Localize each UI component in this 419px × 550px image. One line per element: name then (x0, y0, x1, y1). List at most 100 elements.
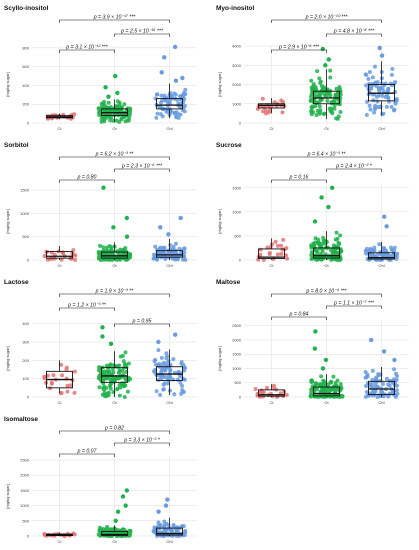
data-point (105, 391, 110, 396)
data-point (329, 109, 334, 114)
x-tick-label: Ct (58, 126, 63, 131)
data-point (386, 382, 391, 387)
data-point (338, 381, 343, 386)
y-tick-label: 1000 (232, 366, 242, 371)
data-point (309, 380, 314, 385)
outlier-point (173, 78, 179, 83)
data-point (158, 112, 163, 117)
y-axis-label: [mg/kg sugar] (217, 346, 222, 370)
data-point (122, 102, 127, 107)
significance-label: p = 1.2 × 10⁻³ ** (67, 302, 107, 308)
outlier-point (123, 503, 128, 508)
x-tick-label: Ohl (166, 263, 172, 268)
x-tick-label: Ot (112, 263, 117, 268)
data-point (386, 89, 390, 94)
significance-bracket (59, 307, 115, 311)
data-point (58, 391, 63, 396)
data-point (375, 99, 380, 104)
data-point (279, 243, 284, 248)
data-point (389, 105, 394, 110)
outlier-point (384, 224, 389, 229)
data-point (177, 246, 182, 251)
significance-bracket (59, 49, 115, 53)
significance-bracket (59, 430, 170, 434)
box-iqr (368, 380, 395, 395)
data-point (104, 527, 109, 532)
data-point (60, 250, 65, 255)
data-point (329, 387, 334, 392)
data-point (50, 256, 55, 261)
data-point (122, 361, 127, 366)
x-tick-label: Ct (270, 400, 275, 405)
significance-label: p = 2.5 × 10⁻¹⁶ *** (120, 28, 164, 34)
data-point (159, 251, 164, 256)
data-point (369, 381, 374, 386)
outlier-point (156, 509, 161, 514)
data-point (180, 389, 185, 394)
data-point (104, 363, 109, 368)
significance-bracket (59, 179, 115, 183)
box-iqr (101, 367, 128, 383)
data-point (152, 369, 157, 374)
data-point (72, 390, 77, 395)
data-point (98, 370, 103, 375)
data-point (168, 388, 173, 393)
chart-title: Maltose (216, 279, 241, 286)
data-point (104, 376, 109, 381)
outlier-point (392, 357, 397, 363)
x-tick-label: Ot (324, 263, 329, 268)
data-point (155, 111, 160, 116)
data-point (309, 108, 314, 113)
data-point (390, 66, 395, 71)
significance-bracket (326, 168, 382, 172)
data-point (334, 86, 339, 91)
data-point (71, 248, 76, 253)
y-tick-label: 400 (22, 83, 29, 88)
significance-label: p = 0.84 (289, 311, 309, 317)
data-point (280, 247, 285, 252)
data-point (261, 109, 266, 114)
data-point (152, 252, 157, 257)
data-point (107, 369, 112, 374)
data-point (174, 114, 179, 119)
data-point (168, 243, 173, 248)
data-point (363, 370, 368, 375)
data-point (394, 374, 399, 379)
data-point (98, 528, 103, 533)
y-axis-label: [mg/kg sugar] (5, 484, 10, 508)
y-tick-label: 0 (239, 258, 242, 263)
data-point (322, 111, 327, 116)
data-point (368, 246, 373, 251)
outlier-point (172, 44, 178, 50)
chart-panel: Sucrose [mg/kg sugar] 0 500 1000 1500 Ct Ot Ohl p… (216, 142, 409, 268)
data-point (116, 370, 121, 375)
data-point (182, 96, 187, 101)
y-tick-label: 3000 (232, 63, 242, 68)
chart-title: Lactose (4, 279, 29, 286)
data-point (395, 391, 400, 396)
data-point (328, 93, 333, 98)
outlier-point (381, 349, 387, 354)
data-point (151, 256, 156, 261)
data-point (381, 111, 386, 116)
chart-panel: Sorbitol [mg/kg sugar] 0 500 1000 1500 Ct Ot Ohl… (4, 142, 197, 268)
significance-bracket (59, 19, 170, 23)
y-tick-label: 200 (22, 358, 29, 363)
data-point (364, 384, 369, 389)
data-point (375, 80, 380, 85)
data-point (178, 94, 183, 99)
data-point (387, 257, 392, 262)
y-axis-label: [mg/kg sugar] (217, 209, 222, 233)
data-point (393, 394, 398, 399)
data-point (162, 93, 167, 98)
data-point (395, 251, 400, 256)
data-point (318, 108, 323, 113)
x-tick-label: Ohl (378, 400, 384, 405)
chart-panel: Myo-inositol [mg/kg sugar] 0 1000 2000 3000 40… (216, 5, 409, 131)
data-point (367, 103, 372, 108)
y-tick-label: 1500 (232, 185, 242, 190)
data-point (325, 98, 330, 103)
significance-bracket (59, 156, 170, 160)
data-point (332, 103, 337, 108)
data-point (182, 368, 187, 373)
